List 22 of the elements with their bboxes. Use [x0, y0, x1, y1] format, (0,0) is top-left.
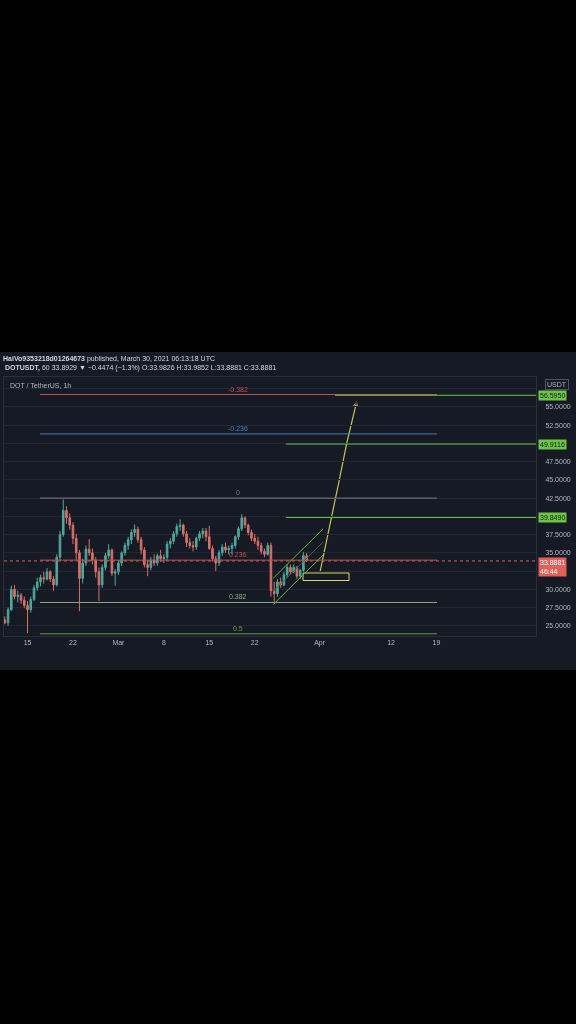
candlestick: [26, 600, 29, 634]
candlestick: [224, 542, 227, 554]
candlestick: [16, 590, 20, 603]
candlestick: [149, 556, 153, 571]
candlestick: [256, 536, 260, 551]
candlestick: [250, 528, 253, 542]
candlestick: [45, 567, 49, 582]
candlestick: [4, 615, 7, 625]
candlestick: [165, 540, 169, 561]
candlestick: [289, 564, 292, 576]
candlestick: [19, 592, 23, 605]
candlestick: [39, 574, 42, 587]
candlestick: [110, 547, 114, 577]
candlestick: [159, 549, 162, 563]
candlestick: [263, 547, 266, 558]
candlestick: [201, 527, 205, 539]
candlestick: [65, 505, 68, 525]
candlestick: [13, 584, 16, 601]
candlestick: [227, 545, 231, 555]
candlestick: [191, 540, 195, 552]
candlestick: [266, 542, 269, 557]
candlestick: [42, 571, 46, 584]
